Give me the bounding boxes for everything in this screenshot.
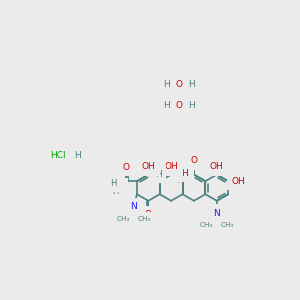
Text: H: H xyxy=(188,80,195,89)
Text: H: H xyxy=(110,179,117,188)
Text: O: O xyxy=(190,156,197,165)
Text: N: N xyxy=(130,202,137,211)
Text: H: H xyxy=(188,101,195,110)
Text: OH: OH xyxy=(176,169,189,178)
Text: CH₃: CH₃ xyxy=(221,222,234,228)
Text: H: H xyxy=(112,188,119,196)
Text: H: H xyxy=(164,80,170,89)
Text: OH: OH xyxy=(231,177,245,186)
Text: OH: OH xyxy=(142,162,155,171)
Text: O: O xyxy=(145,210,152,219)
Text: CH₃: CH₃ xyxy=(138,216,152,222)
Text: H: H xyxy=(74,151,80,160)
Text: OH: OH xyxy=(164,162,178,171)
Text: O: O xyxy=(176,101,183,110)
Text: OH: OH xyxy=(210,162,224,171)
Text: HCl: HCl xyxy=(50,151,65,160)
Text: CH₃: CH₃ xyxy=(116,216,130,222)
Text: N: N xyxy=(213,208,220,217)
Text: O: O xyxy=(176,80,183,89)
Text: CH₃: CH₃ xyxy=(199,222,213,228)
Text: O: O xyxy=(123,163,130,172)
Text: H: H xyxy=(164,101,170,110)
Text: N: N xyxy=(116,183,123,192)
Text: H: H xyxy=(155,170,162,179)
